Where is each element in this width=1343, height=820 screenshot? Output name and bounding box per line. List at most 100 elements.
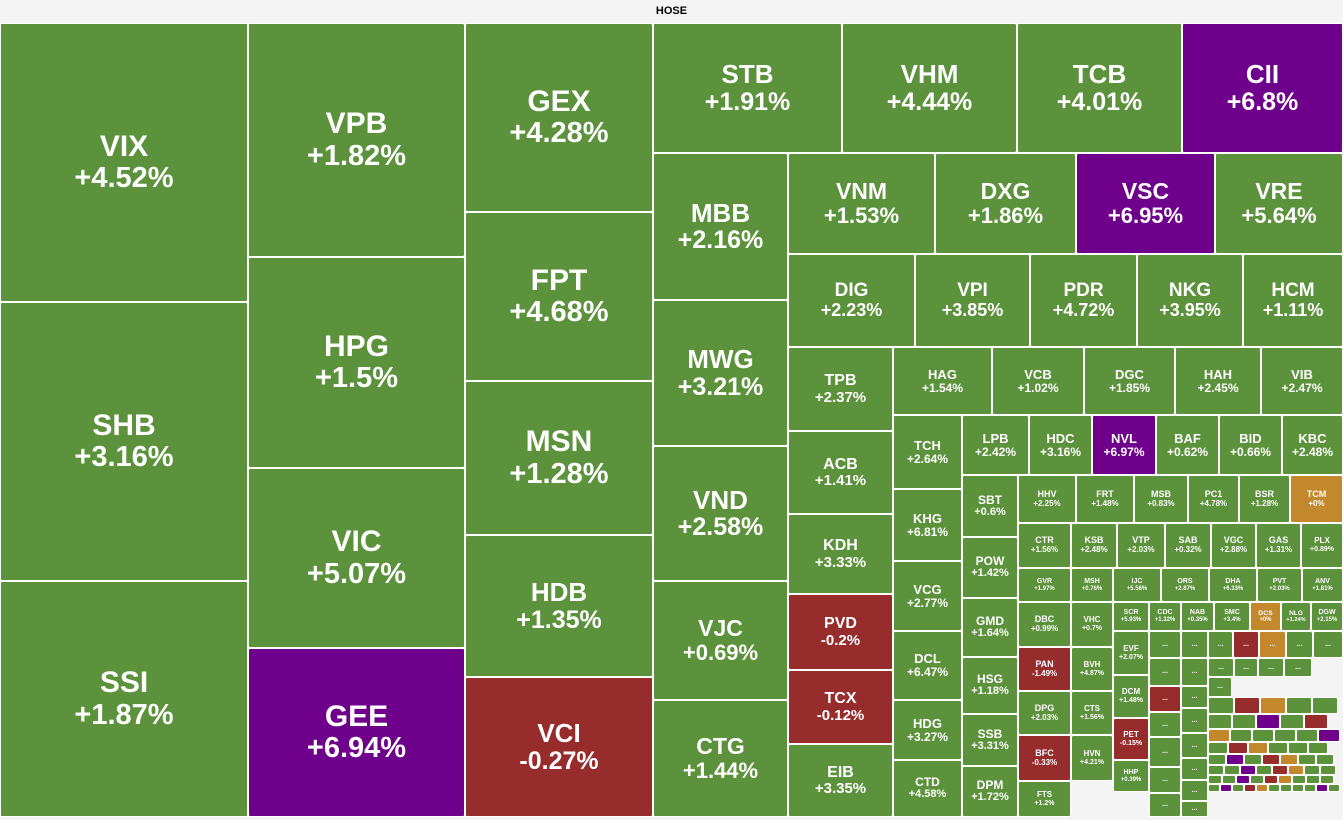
tile-tiny[interactable] <box>1280 714 1304 729</box>
tile-dgw[interactable]: DGW +2.15% <box>1311 602 1343 631</box>
tile-small[interactable]: ... <box>1208 677 1232 697</box>
tile-small[interactable]: ... <box>1149 631 1181 658</box>
tile-tiny[interactable] <box>1288 765 1304 775</box>
tile-gex[interactable]: GEX +4.28% <box>465 23 653 212</box>
tile-gmd[interactable]: GMD +1.64% <box>962 598 1018 657</box>
tile-pet[interactable]: PET -0.15% <box>1113 718 1149 760</box>
tile-tiny[interactable] <box>1250 775 1264 784</box>
tile-ssi[interactable]: SSI +1.87% <box>0 581 248 817</box>
tile-tiny[interactable] <box>1286 697 1312 714</box>
tile-dig[interactable]: DIG +2.23% <box>788 254 915 347</box>
tile-tiny[interactable] <box>1232 784 1244 792</box>
tile-small[interactable]: ... <box>1149 737 1181 767</box>
tile-dcl[interactable]: DCL +6.47% <box>893 631 962 700</box>
tile-vnm[interactable]: VNM +1.53% <box>788 153 935 254</box>
tile-vgc[interactable]: VGC +2.88% <box>1211 523 1256 568</box>
tile-cdc[interactable]: CDC +1.32% <box>1149 602 1181 631</box>
tile-small[interactable]: ... <box>1284 658 1312 677</box>
tile-tiny[interactable] <box>1268 742 1288 754</box>
tile-tpb[interactable]: TPB +2.37% <box>788 347 893 431</box>
tile-tiny[interactable] <box>1234 697 1260 714</box>
tile-dcm[interactable]: DCM +1.48% <box>1113 675 1149 718</box>
tile-vhc[interactable]: VHC +0.7% <box>1071 602 1113 647</box>
tile-dbc[interactable]: DBC +0.99% <box>1018 602 1071 647</box>
tile-small[interactable]: ... <box>1149 793 1181 817</box>
tile-small[interactable]: ... <box>1181 780 1208 801</box>
tile-small[interactable]: ... <box>1258 658 1284 677</box>
tile-small[interactable]: ... <box>1149 658 1181 686</box>
tile-ssb[interactable]: SSB +3.31% <box>962 714 1018 766</box>
tile-bid[interactable]: BID +0.66% <box>1219 415 1282 475</box>
tile-baf[interactable]: BAF +0.62% <box>1156 415 1219 475</box>
tile-ijc[interactable]: IJC +5.56% <box>1113 568 1161 602</box>
tile-tiny[interactable] <box>1280 754 1298 765</box>
tile-tiny[interactable] <box>1230 729 1252 742</box>
tile-vib[interactable]: VIB +2.47% <box>1261 347 1343 415</box>
tile-evf[interactable]: EVF +2.07% <box>1113 631 1149 675</box>
tile-vic[interactable]: VIC +5.07% <box>248 468 465 648</box>
tile-ksb[interactable]: KSB +2.48% <box>1071 523 1117 568</box>
tile-tiny[interactable] <box>1236 775 1250 784</box>
tile-dgc[interactable]: DGC +1.85% <box>1084 347 1175 415</box>
tile-dcs[interactable]: DCS +0% <box>1250 602 1281 631</box>
tile-tcm[interactable]: TCM +0% <box>1290 475 1343 523</box>
tile-tiny[interactable] <box>1208 754 1226 765</box>
tile-tiny[interactable] <box>1328 784 1340 792</box>
tile-tiny[interactable] <box>1244 784 1256 792</box>
tile-small[interactable]: ... <box>1149 712 1181 737</box>
tile-tiny[interactable] <box>1256 784 1268 792</box>
tile-pvt[interactable]: PVT +2.03% <box>1257 568 1302 602</box>
tile-msb[interactable]: MSB +0.83% <box>1134 475 1188 523</box>
tile-tch[interactable]: TCH +2.64% <box>893 415 962 489</box>
tile-gas[interactable]: GAS +1.31% <box>1256 523 1301 568</box>
tile-tiny[interactable] <box>1268 784 1280 792</box>
tile-small[interactable]: ... <box>1181 758 1208 780</box>
tile-hhv[interactable]: HHV +2.25% <box>1018 475 1076 523</box>
tile-tiny[interactable] <box>1318 729 1340 742</box>
tile-anv[interactable]: ANV +1.81% <box>1302 568 1343 602</box>
tile-tiny[interactable] <box>1208 784 1220 792</box>
tile-ors[interactable]: ORS +2.87% <box>1161 568 1209 602</box>
tile-hcm[interactable]: HCM +1.11% <box>1243 254 1343 347</box>
tile-ctg[interactable]: CTG +1.44% <box>653 700 788 817</box>
tile-tiny[interactable] <box>1208 742 1228 754</box>
tile-tiny[interactable] <box>1274 729 1296 742</box>
tile-sab[interactable]: SAB +0.32% <box>1165 523 1211 568</box>
tile-lpb[interactable]: LPB +2.42% <box>962 415 1029 475</box>
tile-tiny[interactable] <box>1260 697 1286 714</box>
tile-hah[interactable]: HAH +2.45% <box>1175 347 1261 415</box>
tile-tiny[interactable] <box>1262 754 1280 765</box>
tile-small[interactable]: ... <box>1313 631 1343 658</box>
tile-mwg[interactable]: MWG +3.21% <box>653 300 788 446</box>
tile-khg[interactable]: KHG +6.81% <box>893 489 962 561</box>
tile-tiny[interactable] <box>1244 754 1262 765</box>
tile-tiny[interactable] <box>1208 775 1222 784</box>
tile-sbt[interactable]: SBT +0.6% <box>962 475 1018 537</box>
tile-tiny[interactable] <box>1308 742 1328 754</box>
tile-hdc[interactable]: HDC +3.16% <box>1029 415 1092 475</box>
tile-plx[interactable]: PLX +0.89% <box>1301 523 1343 568</box>
tile-hhp[interactable]: HHP +0.39% <box>1113 760 1149 792</box>
tile-tiny[interactable] <box>1208 765 1224 775</box>
tile-small[interactable]: ... <box>1234 658 1258 677</box>
tile-tiny[interactable] <box>1228 742 1248 754</box>
tile-small[interactable]: ... <box>1259 631 1286 658</box>
tile-tiny[interactable] <box>1208 697 1234 714</box>
tile-shb[interactable]: SHB +3.16% <box>0 302 248 581</box>
tile-tiny[interactable] <box>1232 714 1256 729</box>
tile-vcb[interactable]: VCB +1.02% <box>992 347 1084 415</box>
tile-frt[interactable]: FRT +1.48% <box>1076 475 1134 523</box>
tile-tiny[interactable] <box>1312 697 1338 714</box>
tile-msn[interactable]: MSN +1.28% <box>465 381 653 535</box>
tile-small[interactable]: ... <box>1233 631 1259 658</box>
tile-nlg[interactable]: NLG +1.24% <box>1281 602 1311 631</box>
tile-tiny[interactable] <box>1316 754 1334 765</box>
tile-acb[interactable]: ACB +1.41% <box>788 431 893 514</box>
tile-tiny[interactable] <box>1220 784 1232 792</box>
tile-smc[interactable]: SMC +3.4% <box>1214 602 1250 631</box>
tile-small[interactable]: ... <box>1181 801 1208 817</box>
tile-small[interactable]: ... <box>1181 708 1208 733</box>
tile-tiny[interactable] <box>1304 765 1320 775</box>
tile-pow[interactable]: POW +1.42% <box>962 537 1018 598</box>
tile-nvl[interactable]: NVL +6.97% <box>1092 415 1156 475</box>
